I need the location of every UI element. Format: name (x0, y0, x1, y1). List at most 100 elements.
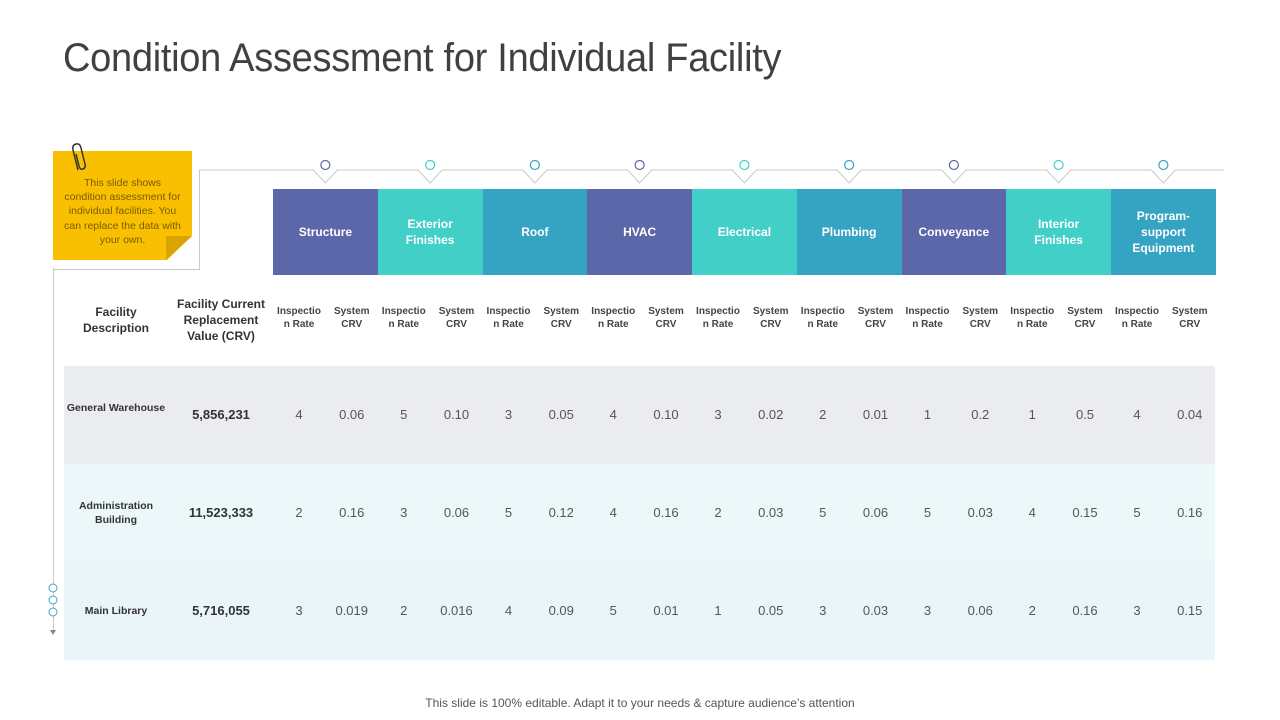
cell-system-crv: 0.04 (1177, 407, 1203, 422)
cell-system-crv: 0.019 (335, 603, 369, 618)
cell-inspection-rate: 5 (609, 603, 617, 618)
cell-system-crv: 0.02 (758, 407, 784, 422)
footer-note: This slide is 100% editable. Adapt it to… (425, 696, 855, 710)
subheader-system-crv: System CRV (1171, 306, 1208, 330)
cell-system-crv: 0.06 (443, 505, 470, 520)
timeline-vertical-line (53, 268, 54, 630)
cell-system-crv: 0.2 (971, 407, 990, 422)
cell-inspection-rate: 3 (923, 603, 932, 618)
cell-inspection-rate: 5 (1133, 505, 1141, 520)
connector-pin-icon (1158, 159, 1169, 171)
connector-line (199, 169, 1224, 184)
category-header: Exterior Finishes (377, 189, 483, 275)
cell-system-crv: 0.16 (653, 505, 679, 520)
connector-pin-icon (948, 159, 959, 171)
cell-inspection-rate: 3 (1133, 603, 1141, 618)
subheader-system-crv: System CRV (752, 306, 789, 330)
cell-inspection-rate: 2 (819, 407, 827, 422)
subheader-inspection-rate: Inspectio n Rate (1010, 306, 1055, 330)
timeline-dots (48, 583, 58, 635)
cell-inspection-rate: 4 (504, 603, 513, 618)
category-header: Interior Finishes (1006, 189, 1111, 275)
cell-system-crv: 0.15 (1177, 603, 1203, 618)
cell-system-crv: 0.16 (1177, 505, 1203, 520)
cell-inspection-rate: 3 (714, 407, 722, 422)
cell-inspection-rate: 5 (819, 505, 827, 520)
cell-system-crv: 0.03 (967, 505, 993, 520)
row-crv-value: 5,716,055 (192, 603, 250, 618)
cell-inspection-rate: 1 (1028, 407, 1036, 422)
connector-pin-icon (844, 159, 855, 171)
cell-system-crv: 0.5 (1075, 407, 1095, 422)
subheader-inspection-rate: Inspectio n Rate (591, 306, 636, 330)
row-facility-name: General Warehouse (66, 402, 166, 414)
cell-inspection-rate: 4 (1028, 505, 1036, 520)
subheader-system-crv: System CRV (857, 306, 894, 330)
cell-inspection-rate: 3 (400, 505, 408, 520)
category-header: Program-support Equipment (1111, 189, 1216, 275)
subheader-system-crv: System CRV (543, 306, 580, 330)
row-crv-value: 11,523,333 (188, 505, 254, 520)
connector-pin-icon (529, 159, 540, 171)
category-header: Structure (273, 189, 378, 275)
page-title: Condition Assessment for Individual Faci… (63, 36, 782, 80)
row-band (64, 464, 1215, 562)
cell-system-crv: 0.03 (862, 603, 889, 618)
timeline-top-connector (199, 170, 200, 270)
category-header: HVAC (587, 189, 692, 275)
cell-system-crv: 0.01 (862, 407, 889, 422)
cell-system-crv: 0.16 (1072, 603, 1098, 618)
subheader-inspection-rate: Inspectio n Rate (381, 306, 426, 330)
connector-pin-icon (425, 159, 436, 171)
cell-system-crv: 0.06 (862, 505, 889, 520)
category-header: Plumbing (796, 189, 902, 275)
subheader-system-crv: System CRV (438, 306, 475, 330)
sticky-note-text: This slide shows condition assessment fo… (64, 177, 181, 246)
row-facility-name: Administration Building (78, 500, 154, 526)
subheader-system-crv: System CRV (1067, 306, 1103, 330)
cell-inspection-rate: 1 (714, 603, 722, 618)
category-header: Roof (482, 189, 588, 275)
cell-system-crv: 0.06 (967, 603, 993, 618)
row-facility-name: Main Library (84, 605, 148, 617)
subheader-system-crv: System CRV (648, 306, 684, 330)
subheader-inspection-rate: Inspectio n Rate (1115, 306, 1159, 330)
row-crv-value: 5,856,231 (192, 407, 250, 422)
cell-inspection-rate: 2 (295, 505, 303, 520)
cell-inspection-rate: 5 (504, 505, 513, 520)
cell-inspection-rate: 3 (819, 603, 827, 618)
header-crv: Facility Current Replacement Value (CRV) (176, 297, 266, 343)
connector-pin-icon (320, 159, 331, 171)
cell-system-crv: 0.16 (339, 505, 365, 520)
cell-system-crv: 0.12 (548, 505, 574, 520)
cell-system-crv: 0.01 (653, 603, 679, 618)
header-facility-description: Facility Description (82, 305, 149, 335)
cell-system-crv: 0.15 (1072, 505, 1098, 520)
cell-inspection-rate: 2 (1028, 603, 1036, 618)
cell-inspection-rate: 3 (504, 407, 513, 422)
subheader-inspection-rate: Inspectio n Rate (277, 306, 321, 330)
connector-pin-icon (1053, 159, 1064, 171)
cell-system-crv: 0.09 (548, 603, 574, 618)
connector-pin-icon (739, 159, 750, 171)
cell-inspection-rate: 1 (923, 407, 932, 422)
cell-system-crv: 0.016 (440, 603, 473, 618)
subheader-inspection-rate: Inspectio n Rate (696, 306, 740, 330)
cell-inspection-rate: 2 (714, 505, 722, 520)
row-band (64, 562, 1215, 660)
cell-system-crv: 0.05 (758, 603, 784, 618)
cell-inspection-rate: 4 (609, 407, 617, 422)
paperclip-icon (72, 143, 86, 171)
subheader-inspection-rate: Inspectio n Rate (486, 306, 531, 330)
subheader-system-crv: System CRV (962, 306, 999, 330)
cell-inspection-rate: 3 (295, 603, 303, 618)
cell-system-crv: 0.05 (548, 407, 574, 422)
cell-system-crv: 0.06 (339, 407, 365, 422)
connector-pin-icon (634, 159, 645, 171)
timeline-link (53, 269, 199, 270)
cell-system-crv: 0.10 (653, 407, 679, 422)
cell-inspection-rate: 5 (400, 407, 408, 422)
subheader-system-crv: System CRV (333, 306, 370, 330)
cell-inspection-rate: 4 (295, 407, 303, 422)
row-band (64, 366, 1215, 464)
